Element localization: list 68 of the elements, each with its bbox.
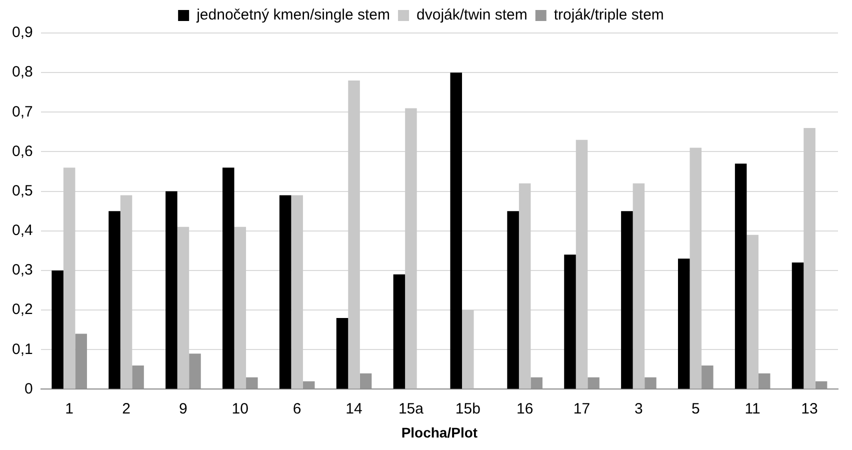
bar <box>564 254 576 389</box>
bar <box>632 183 645 389</box>
bar <box>108 211 120 389</box>
bar <box>246 377 258 389</box>
x-tick-label: 11 <box>744 400 760 418</box>
x-tick-label: 16 <box>516 400 534 418</box>
x-tick-label: 13 <box>801 400 818 418</box>
bar <box>393 274 406 389</box>
bar <box>644 377 656 389</box>
bar <box>815 381 828 389</box>
y-tick-label: 0 <box>24 380 33 398</box>
bar <box>621 211 633 389</box>
bar <box>450 72 462 389</box>
bar <box>576 140 588 389</box>
bar <box>690 148 702 389</box>
x-tick-label: 17 <box>573 400 590 418</box>
bar <box>405 108 417 389</box>
x-tick-label: 14 <box>346 400 362 418</box>
x-tick-label: 15b <box>455 400 480 418</box>
bar <box>804 128 816 389</box>
y-tick-label: 0,3 <box>12 262 33 279</box>
bar <box>702 365 714 389</box>
x-tick-label: 3 <box>634 400 643 418</box>
x-tick-label: 10 <box>232 400 248 418</box>
bar <box>177 226 190 389</box>
bar <box>302 381 315 389</box>
bar <box>518 183 531 389</box>
bar <box>189 354 201 389</box>
x-tick-label: 9 <box>179 400 188 418</box>
x-tick-label: 15a <box>398 400 424 418</box>
x-tick-label: 2 <box>122 400 130 418</box>
bar <box>234 226 246 389</box>
bar <box>120 195 132 389</box>
bar <box>336 318 348 389</box>
y-tick-label: 0,8 <box>12 64 33 81</box>
bar <box>279 195 292 389</box>
x-tick-label: 1 <box>65 400 74 418</box>
y-tick-label: 0,2 <box>12 301 33 318</box>
legend-label: troják/triple stem <box>554 6 664 24</box>
y-tick-label: 0,6 <box>12 142 33 160</box>
legend-label: jednočetný kmen/single stem <box>196 6 390 24</box>
bar <box>462 310 474 389</box>
y-tick-label: 0,9 <box>12 24 33 42</box>
bar <box>758 373 770 389</box>
y-tick-label: 0,7 <box>12 103 33 120</box>
legend-label: dvoják/twin stem <box>416 6 528 24</box>
x-tick-label: 5 <box>691 400 700 418</box>
bar <box>348 80 360 389</box>
y-tick-label: 0,4 <box>12 222 33 240</box>
y-tick-label: 0,1 <box>12 340 33 358</box>
bar <box>132 365 144 389</box>
x-tick-label: 6 <box>292 400 302 418</box>
bar <box>734 164 747 389</box>
bar <box>746 234 758 389</box>
bar <box>63 168 76 389</box>
bar <box>222 168 234 389</box>
bar <box>166 191 178 389</box>
x-axis-title: Plocha/Plot <box>401 424 478 440</box>
bar <box>530 377 542 389</box>
bar <box>588 377 600 389</box>
bar <box>360 373 372 389</box>
bar <box>52 270 64 389</box>
bar <box>75 334 87 389</box>
bar <box>792 262 804 389</box>
bar <box>291 195 303 389</box>
y-tick-label: 0,5 <box>12 182 33 200</box>
bar <box>507 211 519 389</box>
bar <box>678 258 690 389</box>
